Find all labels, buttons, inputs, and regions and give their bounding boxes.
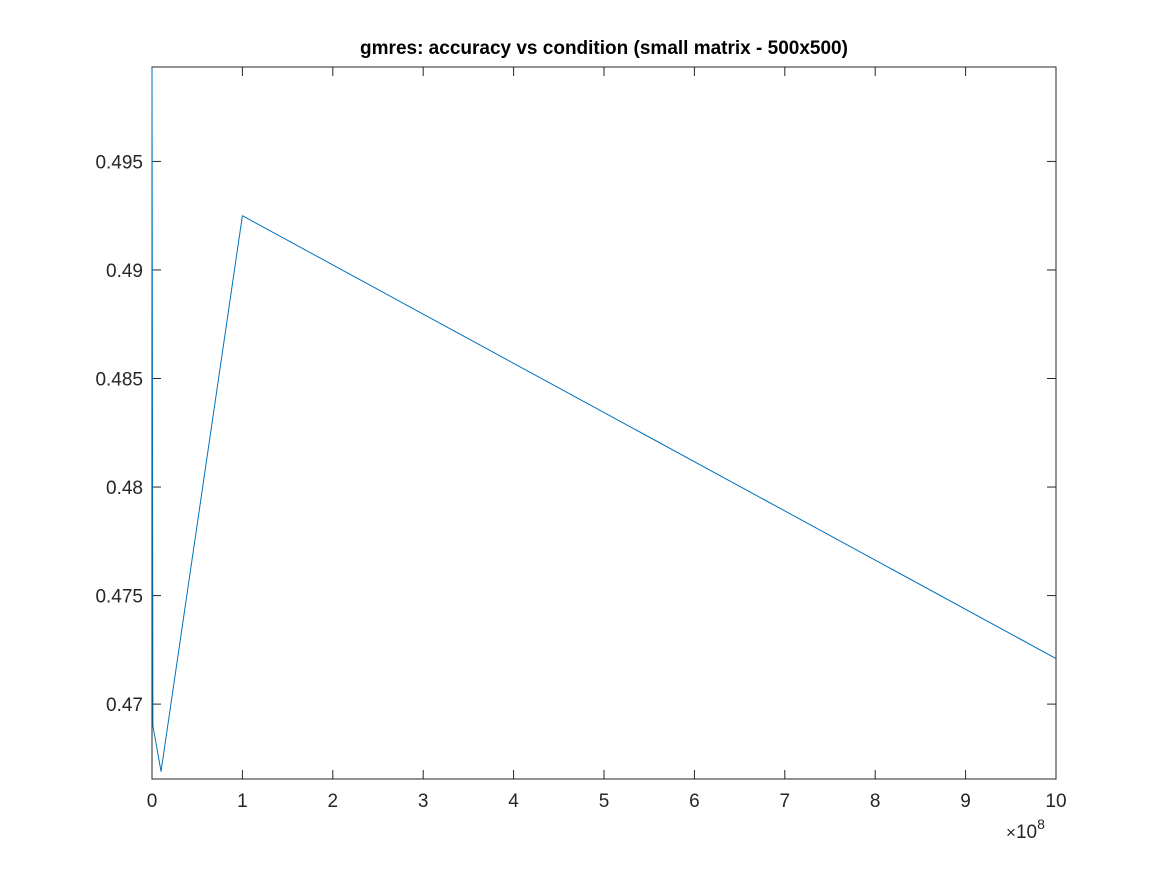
series-group: [151, 68, 1057, 772]
x-ticks: [151, 67, 1057, 779]
x-axis-multiplier: ×108: [1006, 816, 1045, 843]
x-tick-label: 5: [599, 791, 610, 812]
x-tick-label: 6: [689, 791, 700, 812]
x-tick-label: 7: [780, 791, 791, 812]
y-tick-label: 0.475: [95, 587, 143, 608]
multiplier-times: ×: [1006, 823, 1016, 842]
x-tick-label: 8: [870, 791, 881, 812]
x-tick-label: 2: [328, 791, 339, 812]
series-line: [151, 68, 1057, 772]
y-tick-labels: 0.47 0.475 0.48 0.485 0.49 0.495: [95, 152, 143, 716]
chart-title: gmres: accuracy vs condition (small matr…: [360, 38, 848, 59]
x-tick-label: 4: [508, 791, 519, 812]
y-tick-label: 0.495: [95, 152, 143, 173]
y-tick-label: 0.47: [106, 695, 143, 716]
y-tick-label: 0.48: [106, 478, 143, 499]
x-tick-label: 10: [1045, 791, 1066, 812]
multiplier-base: 10: [1016, 822, 1037, 843]
multiplier-exponent: 8: [1037, 816, 1045, 832]
axes: 0 1 2 3 4 5 6 7 8 9 10 0.47 0.475 0.48 0.485 0.49 0.495: [95, 66, 1067, 812]
y-tick-label: 0.485: [95, 370, 143, 391]
x-tick-label: 1: [237, 791, 248, 812]
x-tick-labels: 0 1 2 3 4 5 6 7 8 9 10: [147, 791, 1067, 812]
x-tick-label: 3: [418, 791, 429, 812]
x-tick-label: 9: [960, 791, 971, 812]
y-tick-label: 0.49: [106, 261, 143, 282]
plot-area-box: [151, 66, 1057, 780]
y-ticks: [152, 160, 1056, 705]
x-tick-label: 0: [147, 791, 158, 812]
svg-text:×108: ×108: [1006, 816, 1045, 843]
